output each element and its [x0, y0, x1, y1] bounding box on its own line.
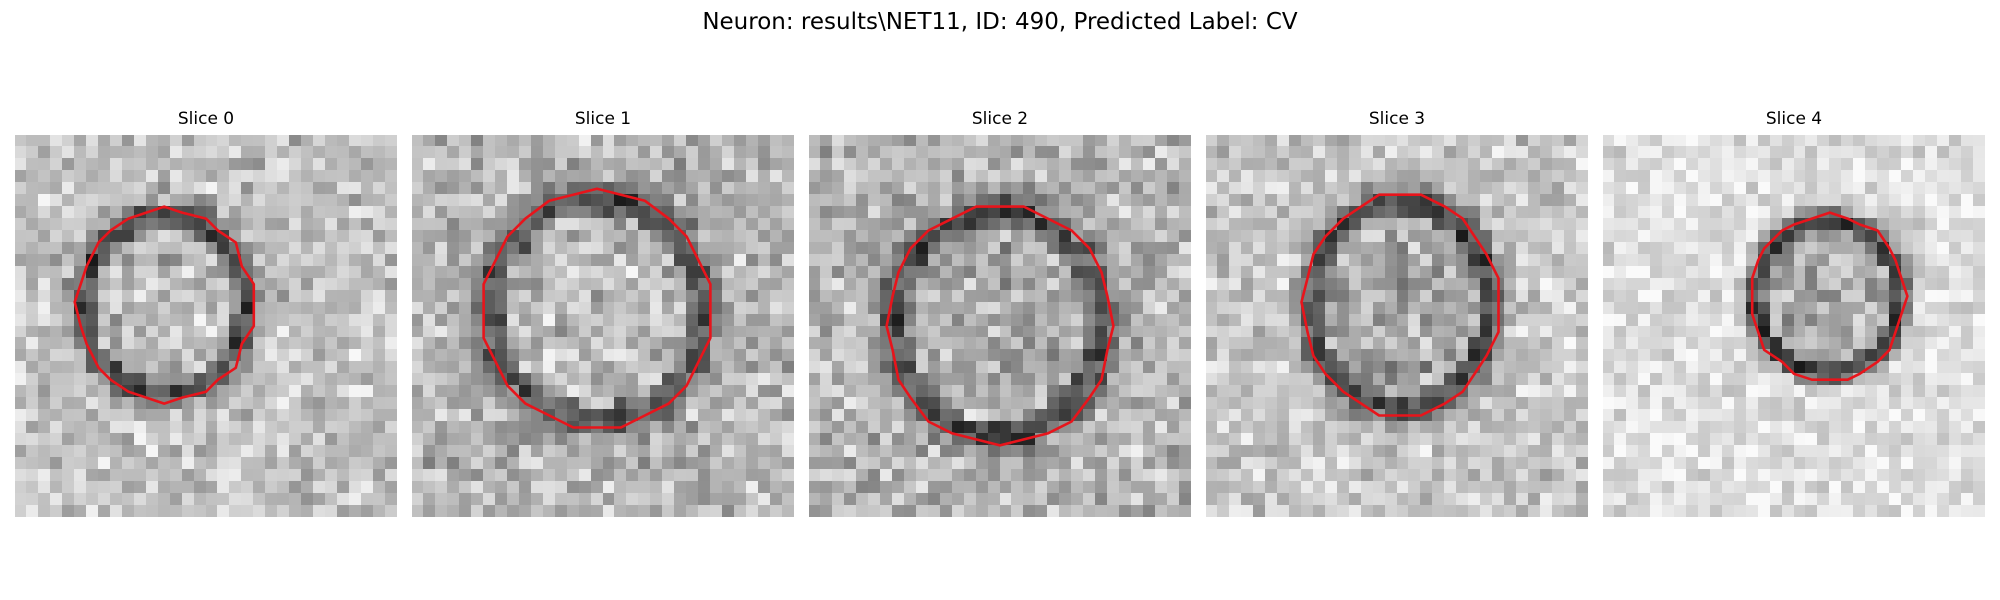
slice-image	[15, 135, 397, 517]
segmentation-contour	[885, 205, 1115, 447]
slice-panel-3: Slice 3	[1206, 108, 1588, 520]
contour-line	[1750, 211, 1909, 381]
contour-line	[1300, 193, 1500, 417]
slice-title: Slice 0	[177, 109, 235, 129]
slice-panel-2: Slice 2	[809, 108, 1191, 520]
slice-title: Slice 4	[1765, 109, 1823, 129]
slice-panel-4: Slice 4	[1603, 108, 1985, 520]
slice-title: Slice 2	[971, 109, 1029, 129]
slice-image	[1603, 135, 1985, 517]
contour-line	[482, 187, 712, 429]
segmentation-contour	[482, 187, 712, 429]
slice-title: Slice 3	[1368, 109, 1426, 129]
figure-title: Neuron: results\NET11, ID: 490, Predicte…	[702, 9, 1298, 35]
slice-panel-1: Slice 1	[412, 108, 794, 520]
contour-line	[73, 205, 256, 405]
segmentation-contour	[1300, 193, 1500, 417]
slice-panel-0: Slice 0	[15, 108, 397, 520]
contour-line	[885, 205, 1115, 447]
segmentation-contour	[73, 205, 256, 405]
slice-title: Slice 1	[574, 109, 632, 129]
slice-image	[412, 135, 794, 517]
slice-image	[809, 135, 1191, 517]
segmentation-contour	[1750, 211, 1909, 381]
slice-image	[1206, 135, 1588, 517]
